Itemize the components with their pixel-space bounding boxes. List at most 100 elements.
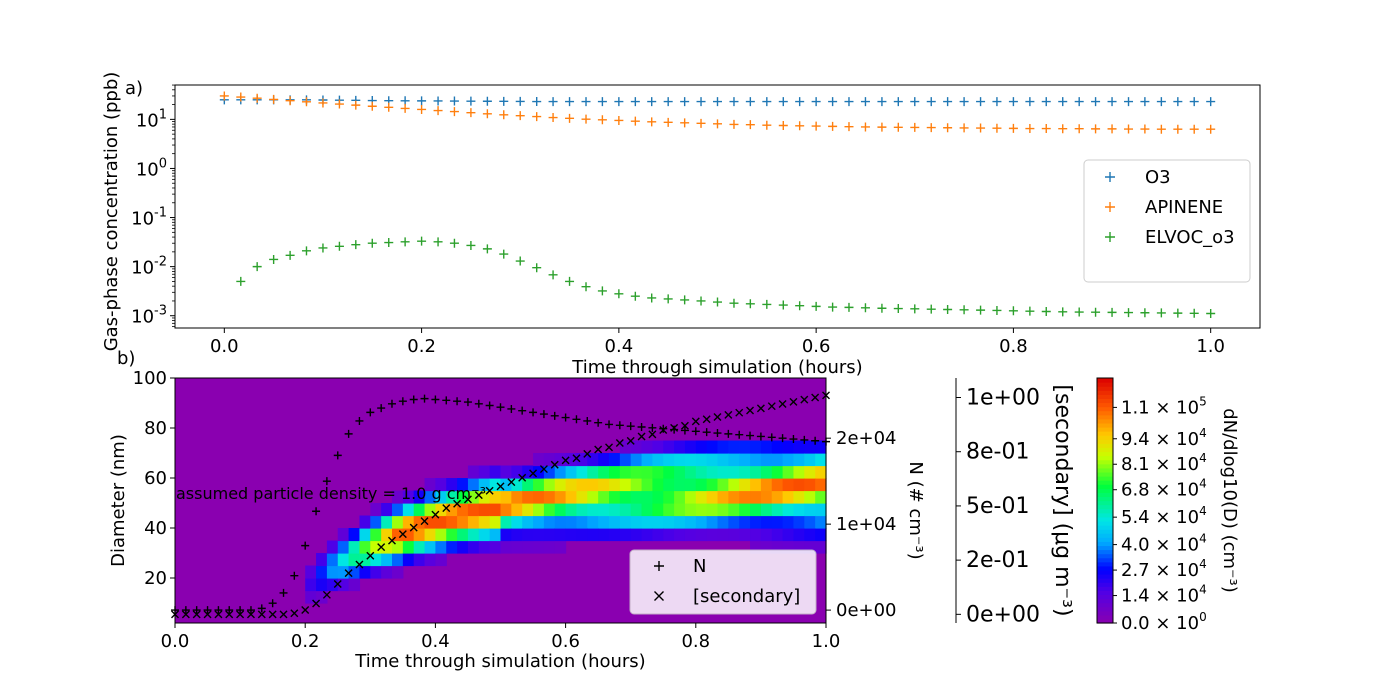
heatmap-cell (750, 440, 762, 454)
heatmap-cell (760, 465, 773, 479)
data-point-O3 (893, 97, 903, 107)
heatmap-cell (750, 540, 762, 554)
data-point-APINENE (466, 108, 476, 118)
heatmap-cell (804, 453, 816, 467)
heatmap-cell (706, 478, 719, 492)
n-point (561, 413, 570, 422)
data-point-ELVOC_o3 (910, 304, 920, 314)
legend-label-n: N (693, 556, 706, 577)
data-point-APINENE (515, 111, 525, 121)
heatmap-cell (663, 528, 675, 542)
data-point-ELVOC_o3 (959, 305, 969, 315)
heatmap-cell (587, 453, 599, 467)
data-point-ELVOC_o3 (860, 303, 870, 313)
n-point (312, 507, 321, 516)
heatmap-cell (413, 503, 426, 517)
data-point-O3 (926, 97, 936, 107)
heatmap-cell (533, 453, 545, 467)
secondary-point (257, 610, 266, 619)
n-point (463, 398, 472, 407)
heatmap-cell (663, 453, 675, 467)
secondary-point (615, 439, 624, 448)
data-point-APINENE (614, 115, 624, 125)
heatmap-cell (424, 515, 436, 529)
colorbar-tick-label: 5.4 × 104 (1121, 504, 1207, 528)
heatmap-cell (543, 515, 556, 529)
data-point-O3 (762, 97, 772, 107)
secondary-point (496, 482, 505, 491)
secondary-point (626, 436, 635, 445)
n-point (572, 415, 581, 424)
heatmap-cell (478, 490, 491, 504)
heatmap-cell (684, 528, 697, 542)
heatmap-cell (804, 503, 816, 517)
secondary-point (637, 432, 646, 441)
secondary-point (442, 504, 451, 513)
data-point-O3 (976, 97, 986, 107)
heatmap-cell (641, 490, 653, 504)
secondary-point (203, 610, 212, 619)
heatmap-cell (771, 453, 784, 467)
data-point-APINENE (367, 101, 377, 111)
heatmap-cell (663, 515, 675, 529)
data-point-O3 (680, 97, 690, 107)
heatmap-cell (760, 515, 773, 529)
data-point-O3 (828, 97, 838, 107)
data-point-O3 (1189, 97, 1199, 107)
colorbar-segment (1097, 574, 1113, 579)
secondary-point (648, 430, 657, 439)
heatmap-cell (750, 453, 762, 467)
heatmap-cell (760, 528, 773, 542)
data-point-ELVOC_o3 (449, 238, 459, 248)
data-point-ELVOC_o3 (1107, 307, 1117, 317)
n-point (496, 403, 505, 412)
heatmap-cell (533, 540, 545, 554)
data-point-ELVOC_o3 (680, 295, 690, 305)
secondary-tick-label: 5e-01 (966, 494, 1029, 519)
heatmap-cell (326, 553, 339, 567)
heatmap-cell (771, 478, 784, 492)
data-point-ELVOC_o3 (417, 236, 427, 246)
heatmap-cell (750, 515, 762, 529)
heatmap-cell (500, 515, 512, 529)
heatmap-cell (619, 478, 632, 492)
heatmap-cell (565, 528, 578, 542)
colorbar-segment (1097, 553, 1113, 559)
x-tick-label: 0.4 (421, 631, 450, 652)
data-point-O3 (400, 96, 410, 106)
secondary-point (507, 478, 516, 487)
secondary-point (756, 404, 765, 413)
heatmap-cell (706, 515, 719, 529)
data-point-O3 (449, 96, 459, 106)
data-point-ELVOC_o3 (943, 304, 953, 314)
heatmap-cell (695, 478, 708, 492)
heatmap-cell (305, 590, 317, 604)
heatmap-cell (804, 528, 816, 542)
data-point-ELVOC_o3 (1074, 307, 1084, 317)
colorbar-segment (1097, 480, 1113, 485)
colorbar-tick-label: 4.0 × 104 (1121, 532, 1207, 556)
heatmap-cell (457, 515, 469, 529)
heatmap-cell (674, 490, 686, 504)
data-point-APINENE (417, 104, 427, 114)
heatmap-cell (370, 565, 382, 579)
n-point (735, 430, 744, 439)
data-point-O3 (778, 97, 788, 107)
heatmap-cell (771, 515, 784, 529)
heatmap-cell (359, 528, 371, 542)
data-point-ELVOC_o3 (269, 254, 279, 264)
heatmap-cell (337, 528, 350, 542)
heatmap-cell (424, 478, 436, 492)
secondary-point (344, 569, 353, 578)
legend-marker-APINENE (1105, 202, 1115, 212)
n-axis-label: N (# cm⁻³) (905, 461, 926, 559)
plot-frame-b (174, 377, 827, 624)
data-point-O3 (630, 97, 640, 107)
data-point-O3 (548, 97, 558, 107)
n-point (333, 451, 342, 460)
heatmap-cell (652, 440, 664, 454)
data-point-O3 (515, 96, 525, 106)
legend-marker-secondary (654, 591, 664, 601)
heatmap-cell (760, 540, 773, 554)
colorbar-segment (1097, 414, 1113, 420)
